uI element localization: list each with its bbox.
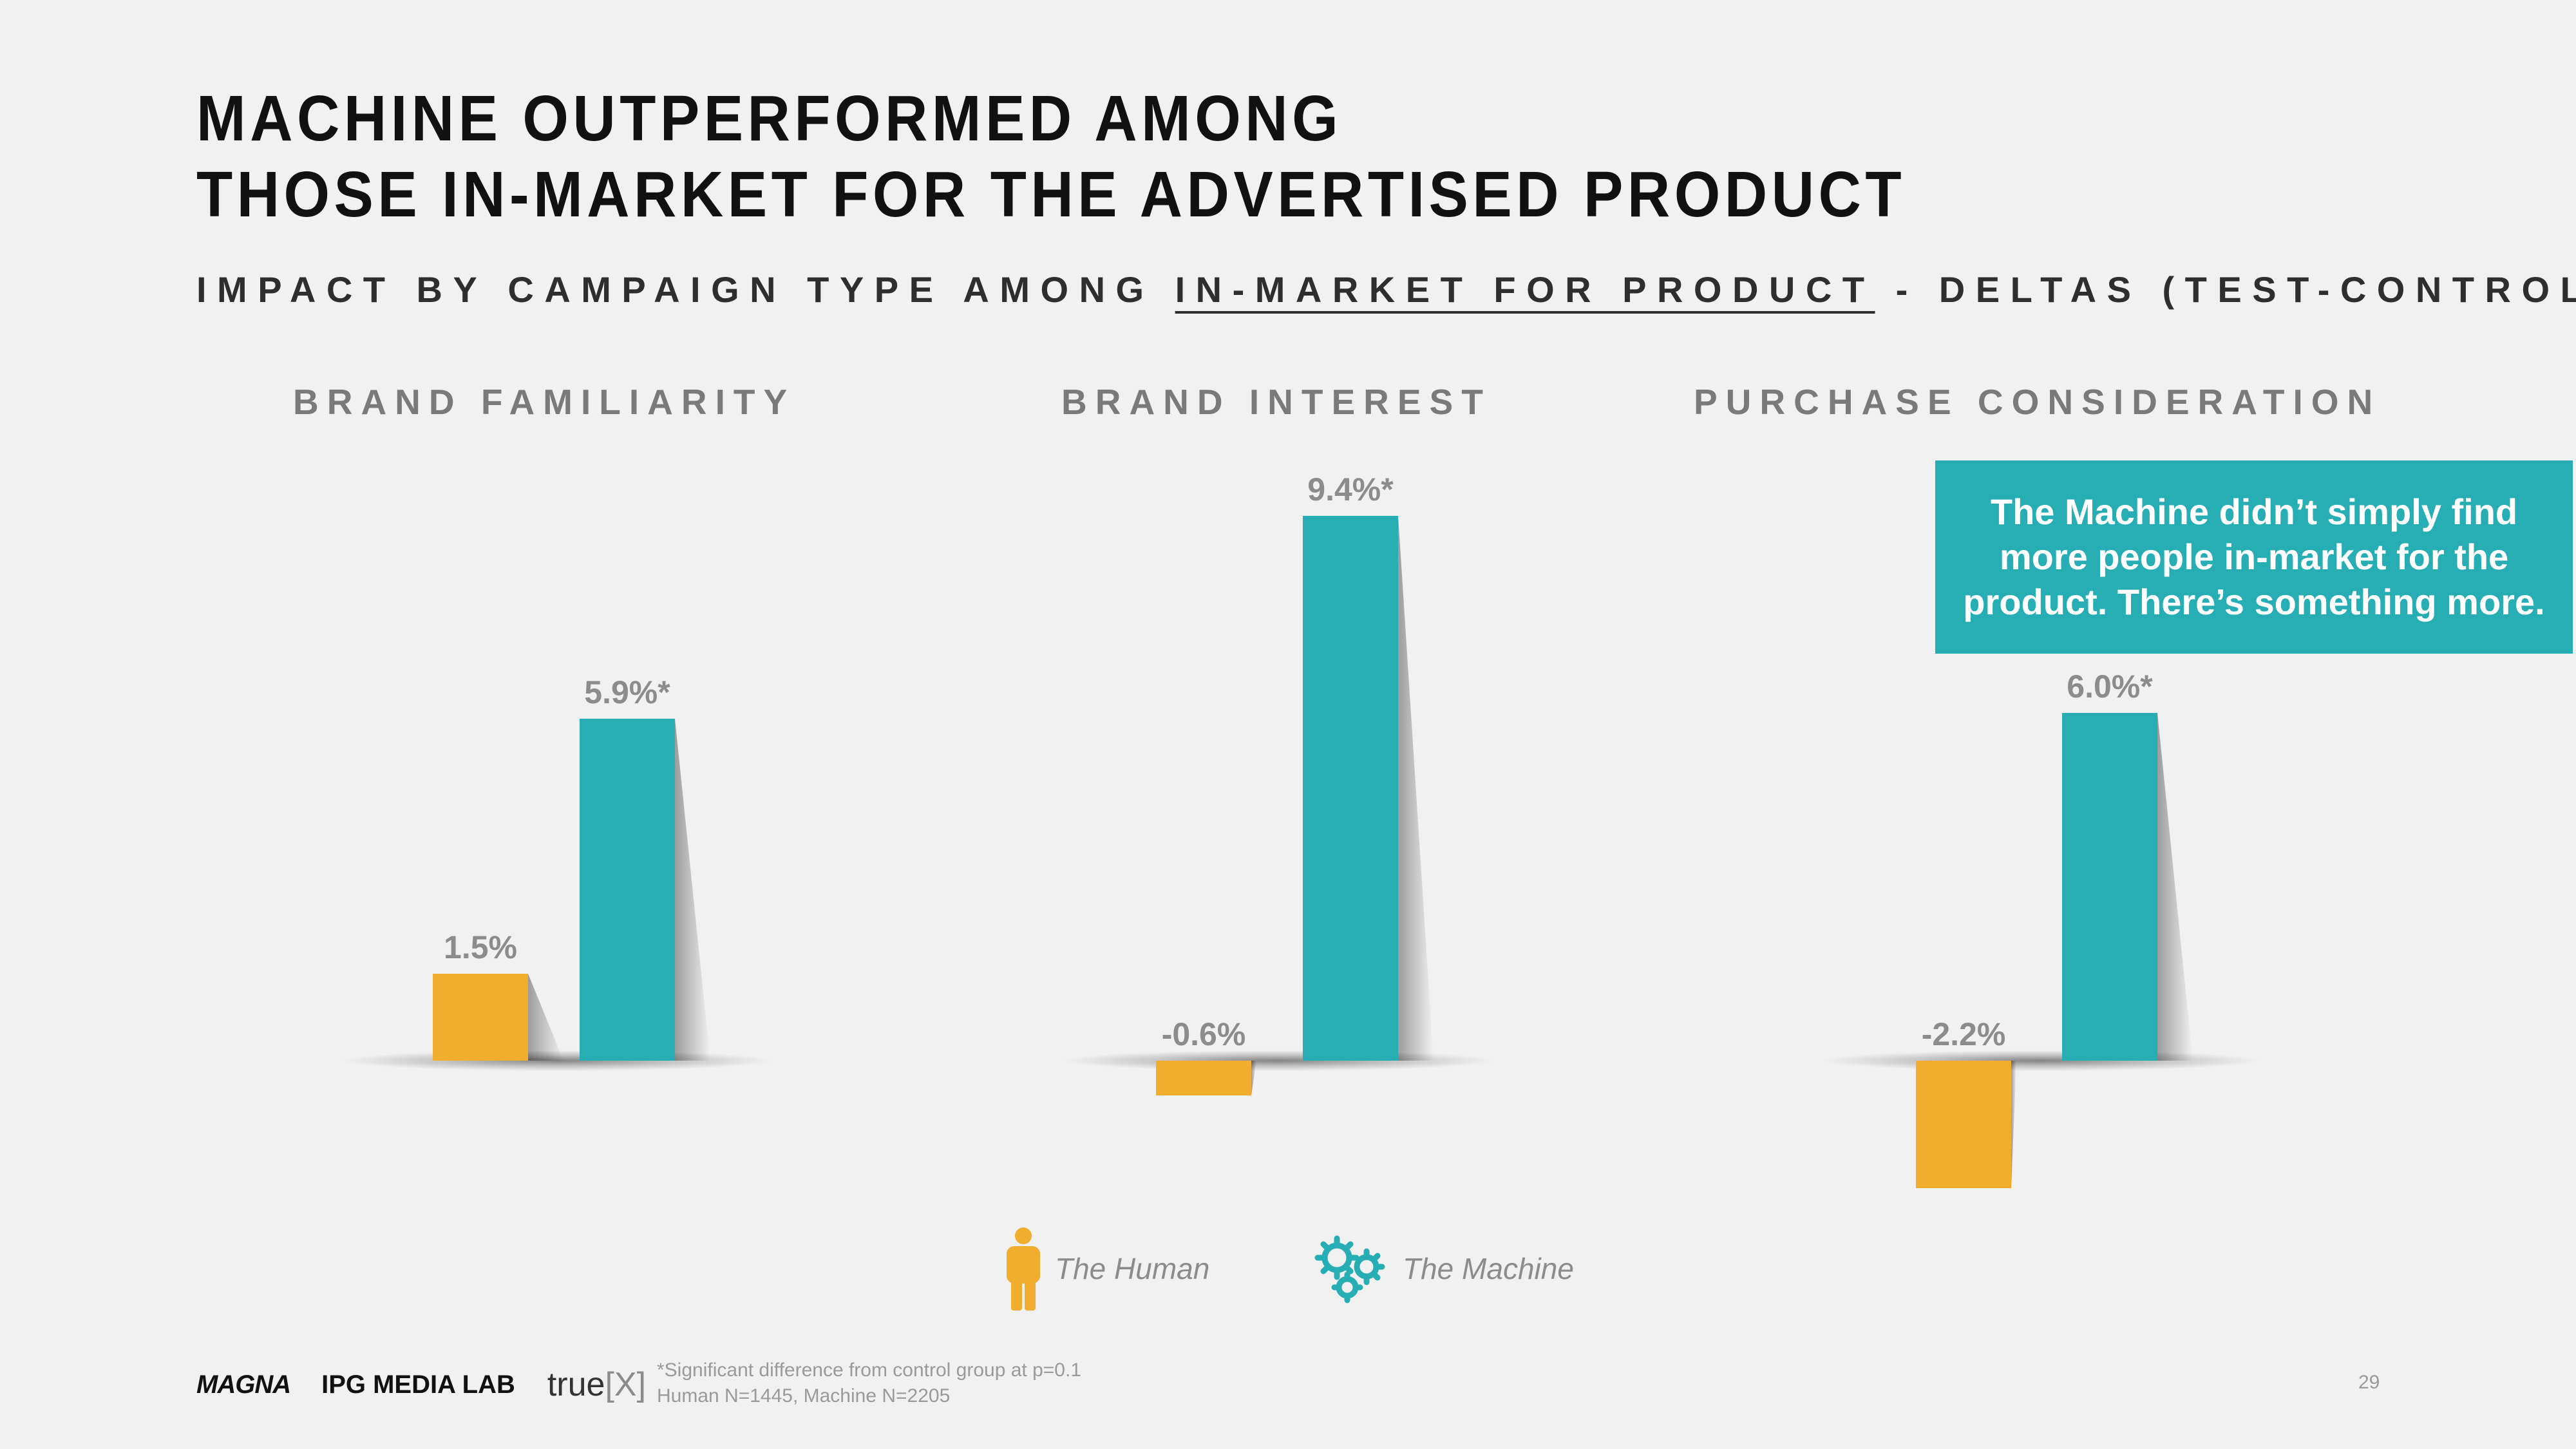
subtitle-suffix: - DELTAS (TEST-CONTROL)	[1875, 269, 2576, 310]
chart-panel-brand-interest: -0.6% 9.4%*	[1063, 471, 1494, 1095]
chart-panel-brand-familiarity: 1.5% 5.9%*	[341, 674, 773, 1071]
subtitle-underlined: IN-MARKET FOR PRODUCT	[1175, 269, 1875, 310]
person-icon	[1007, 1227, 1040, 1311]
panel-title-brand-interest: BRAND INTEREST	[1061, 382, 1492, 422]
value-label-brand-familiarity-machine: 5.9%*	[584, 674, 670, 710]
truex-logo-word: true	[547, 1366, 605, 1403]
legend-item-machine: The Machine	[1314, 1227, 1574, 1311]
panel-title-brand-familiarity: BRAND FAMILIARITY	[293, 382, 796, 422]
bar-brand-familiarity-machine	[580, 719, 675, 1061]
value-label-purchase-consideration-human: -2.2%	[1922, 1016, 2006, 1052]
legend-label-machine: The Machine	[1403, 1252, 1574, 1285]
subtitle-prefix: IMPACT BY CAMPAIGN TYPE AMONG	[196, 269, 1175, 310]
ipg-media-lab-logo: IPG MEDIA LAB	[321, 1370, 515, 1399]
floor-shadow-purchase-consideration	[1823, 1050, 2260, 1071]
panel-title-purchase-consideration: PURCHASE CONSIDERATION	[1694, 382, 2382, 422]
bar-shadow-purchase-consideration-human	[2011, 1061, 2016, 1188]
slide-title-line-1: MACHINE OUTPERFORMED AMONG	[196, 82, 1343, 155]
value-label-purchase-consideration-machine: 6.0%*	[2067, 668, 2153, 705]
footnote-sample-sizes: Human N=1445, Machine N=2205	[657, 1385, 951, 1406]
bar-brand-familiarity-human	[433, 974, 528, 1061]
value-label-brand-interest-machine: 9.4%*	[1307, 471, 1394, 507]
chart-panel-purchase-consideration: -2.2% 6.0%*	[1823, 668, 2260, 1188]
bar-shadow-purchase-consideration-machine	[2157, 713, 2193, 1061]
bar-shadow-brand-interest-human	[1251, 1061, 1256, 1095]
bar-shadow-brand-familiarity-machine	[675, 719, 710, 1061]
slide-title-line-2: THOSE IN-MARKET FOR THE ADVERTISED PRODU…	[196, 158, 1906, 231]
bar-brand-interest-human	[1156, 1061, 1251, 1095]
bar-brand-interest-machine	[1303, 516, 1398, 1061]
footnote: *Significant difference from control gro…	[657, 1358, 1081, 1409]
value-label-brand-interest-human: -0.6%	[1162, 1016, 1246, 1052]
bar-shadow-brand-interest-machine	[1398, 516, 1434, 1061]
bar-shadow-brand-familiarity-human	[528, 974, 564, 1061]
slide-subtitle: IMPACT BY CAMPAIGN TYPE AMONG IN-MARKET …	[196, 269, 2576, 310]
truex-logo-mark: [X]	[605, 1366, 647, 1403]
value-label-brand-familiarity-human: 1.5%	[444, 929, 517, 965]
footnote-significance: *Significant difference from control gro…	[657, 1359, 1082, 1381]
legend-item-human: The Human	[1005, 1227, 1209, 1311]
gears-icon	[1314, 1235, 1385, 1303]
partner-logos: MAGNA IPG MEDIA LAB true[X]	[196, 1365, 646, 1404]
bar-purchase-consideration-human	[1916, 1061, 2011, 1188]
slide-title: MACHINE OUTPERFORMED AMONG THOSE IN-MARK…	[196, 80, 1906, 232]
page-number: 29	[2358, 1372, 2380, 1393]
magna-logo: MAGNA	[196, 1370, 291, 1399]
legend-label-human: The Human	[1055, 1252, 1210, 1285]
callout-box: The Machine didn’t simply find more peop…	[1935, 460, 2573, 654]
truex-logo: true[X]	[547, 1365, 646, 1404]
bar-purchase-consideration-machine	[2062, 713, 2157, 1061]
